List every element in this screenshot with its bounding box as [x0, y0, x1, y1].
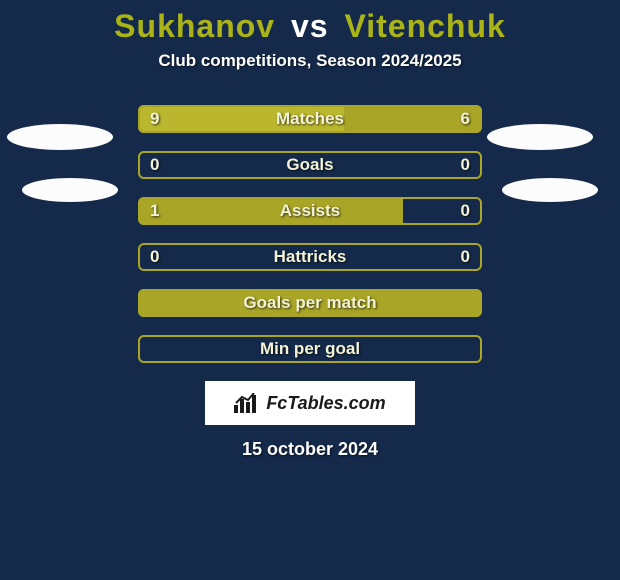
stat-row: 00Hattricks	[138, 243, 482, 271]
shadow-ellipse	[502, 178, 598, 202]
stat-right-value: 0	[449, 243, 482, 271]
stat-left-value: 1	[138, 197, 171, 225]
stat-row: 96Matches	[138, 105, 482, 133]
stat-row: Min per goal	[138, 335, 482, 363]
stat-row: 10Assists	[138, 197, 482, 225]
player2-name: Vitenchuk	[344, 8, 505, 44]
stat-row: 00Goals	[138, 151, 482, 179]
stat-left-value: 0	[138, 243, 171, 271]
stat-row-bg	[138, 243, 482, 271]
branding-badge: FcTables.com	[205, 381, 415, 425]
subtitle: Club competitions, Season 2024/2025	[0, 51, 620, 71]
shadow-ellipse	[7, 124, 113, 150]
stats-container: 96Matches00Goals10Assists00HattricksGoal…	[138, 105, 482, 363]
shadow-ellipse	[22, 178, 118, 202]
stat-row-bg	[138, 151, 482, 179]
shadow-ellipse	[487, 124, 593, 150]
stat-right-value: 6	[449, 105, 482, 133]
player1-name: Sukhanov	[114, 8, 275, 44]
stat-row: Goals per match	[138, 289, 482, 317]
stat-row-bg	[138, 335, 482, 363]
stat-right-value: 0	[449, 197, 482, 225]
branding-text: FcTables.com	[266, 393, 385, 414]
date-text: 15 october 2024	[0, 439, 620, 460]
stat-left-bar	[138, 289, 482, 317]
stat-left-value: 0	[138, 151, 171, 179]
stat-left-value: 9	[138, 105, 171, 133]
stat-right-value: 0	[449, 151, 482, 179]
title: Sukhanov vs Vitenchuk	[0, 0, 620, 45]
vs-text: vs	[291, 8, 329, 44]
stat-left-bar	[138, 197, 403, 225]
fctables-icon	[234, 393, 260, 413]
